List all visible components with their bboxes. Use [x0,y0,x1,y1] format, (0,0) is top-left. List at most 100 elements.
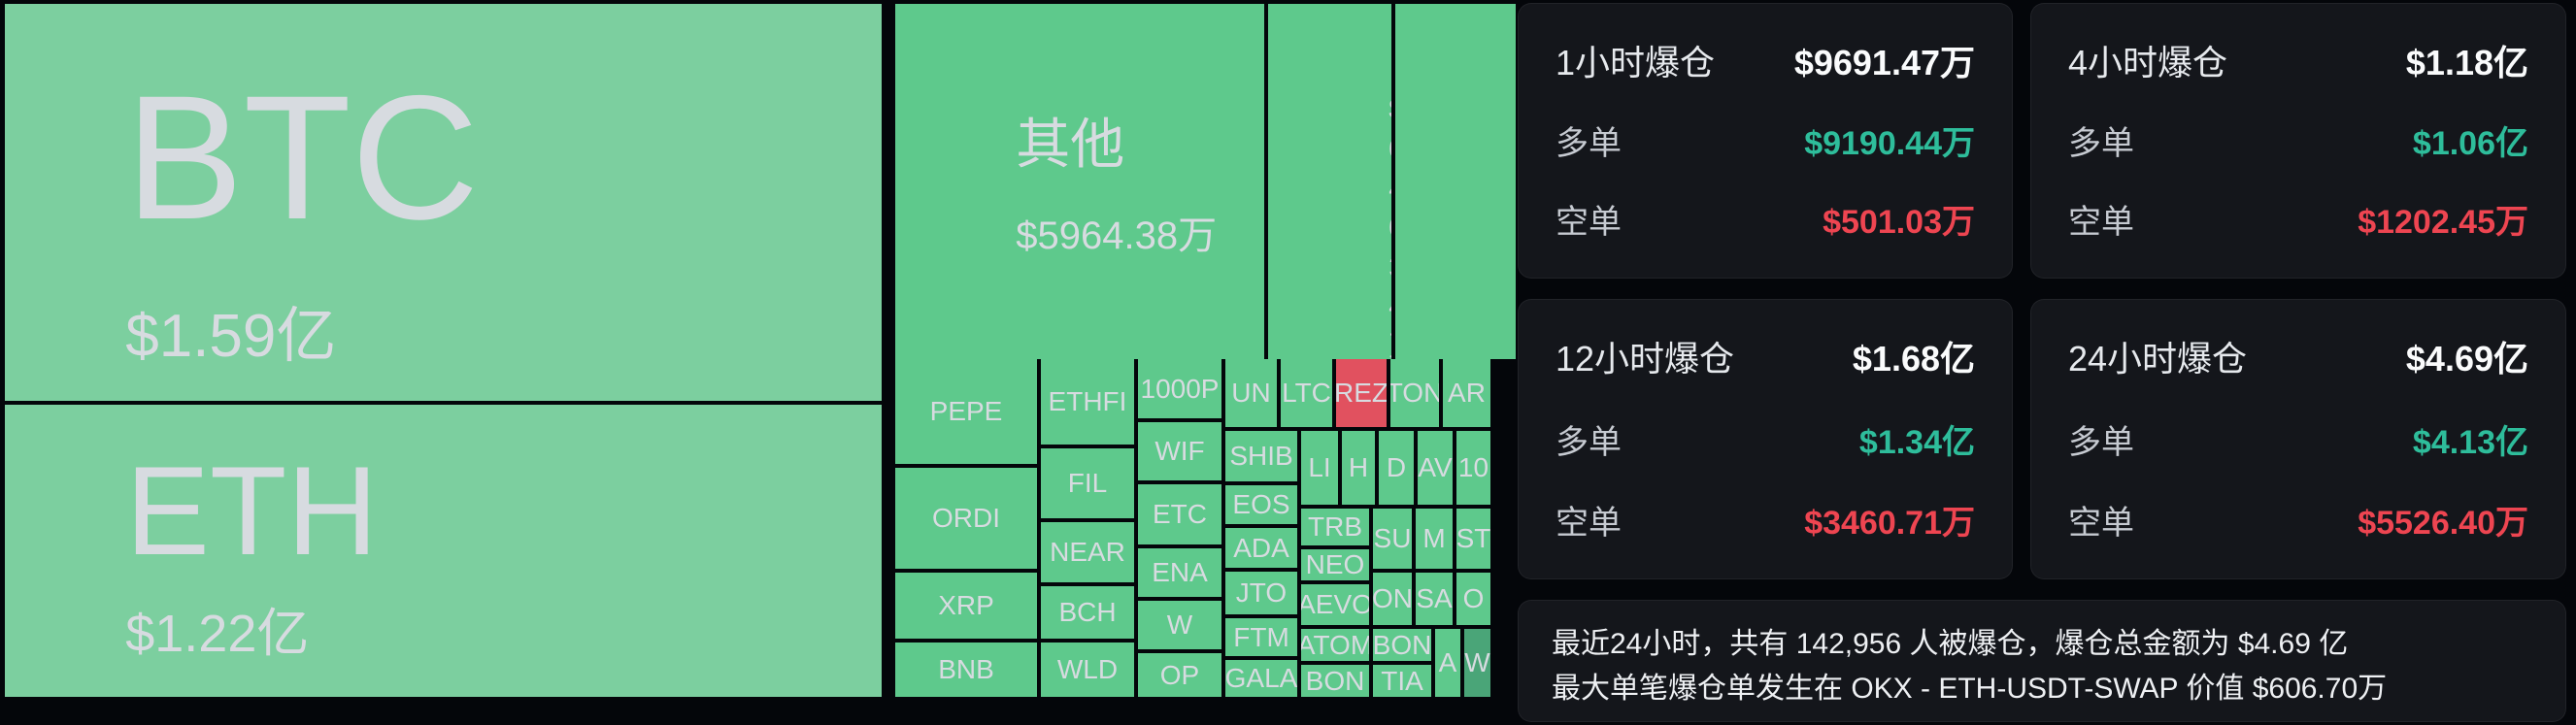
treemap-tile-XRP[interactable]: XRP [895,573,1037,639]
tile-label: M [1422,523,1446,553]
long-row: 多单 $1.06亿 [2068,116,2528,164]
tile-label: LI [1308,452,1331,482]
treemap-tile-TRB[interactable]: TRB [1301,509,1369,545]
card-header-row: 12小时爆仓 $1.68亿 [1556,331,1975,381]
treemap-tile-ON[interactable]: ON [1373,573,1412,625]
treemap-tile-NEO[interactable]: NEO [1301,549,1369,580]
card-header-row: 24小时爆仓 $4.69亿 [2068,331,2528,381]
card-title: 4小时爆仓 [2068,43,2228,82]
short-row: 空单 $3460.71万 [1556,496,1975,544]
summary-line-1: 最近24小时，共有 142,956 人被爆仓，爆仓总金额为 $4.69 亿 [1552,628,2349,660]
short-label: 空单 [2068,505,2134,542]
tile-label: BON [1373,629,1431,660]
treemap-tile-ORDI[interactable]: ORDI [895,468,1037,569]
treemap-tile-BCH[interactable]: BCH [1041,586,1134,639]
tile-label: ORDI [932,503,1000,533]
treemap-tile-W[interactable]: W [1138,601,1221,649]
card-4h-liquidation: 4小时爆仓 $1.18亿 多单 $1.06亿 空单 $1202.45万 [2030,3,2566,279]
short-value: $501.03万 [1823,204,1975,241]
treemap-tile-H[interactable]: H [1342,431,1375,505]
tile-label: AR [1448,378,1486,408]
card-title: 24小时爆仓 [2068,339,2248,379]
tile-label: A [1438,647,1457,677]
long-label: 多单 [1556,125,1622,162]
tile-label: O [1462,583,1485,613]
treemap-tile-REZ[interactable]: REZ [1336,359,1387,427]
treemap-tile-BON[interactable]: BON [1301,665,1369,697]
long-label: 多单 [2068,125,2134,162]
treemap-tile-FIL[interactable]: FIL [1041,448,1134,518]
card-total-value: $1.68亿 [1852,339,1975,379]
treemap-tile-ETHFI[interactable]: ETHFI [1041,359,1134,445]
treemap-tile-其他[interactable]: 其他 $5964.38万 [895,4,1264,359]
tile-label: ATOM [1301,629,1369,660]
card-total-value: $1.18亿 [2405,43,2528,82]
treemap-tile-FTM[interactable]: FTM [1225,618,1297,656]
summary-panel: 最近24小时，共有 142,956 人被爆仓，爆仓总金额为 $4.69 亿 最大… [1518,600,2566,722]
treemap-tile-GALA[interactable]: GALA [1225,660,1297,697]
treemap-tile-A[interactable]: A [1435,629,1460,697]
treemap-tile-SHIB[interactable]: SHIB [1225,431,1297,481]
card-24h-liquidation: 24小时爆仓 $4.69亿 多单 $4.13亿 空单 $5526.40万 [2030,299,2566,579]
long-value: $1.34亿 [1858,423,1975,461]
tile-value: $5964.38万 [1016,214,1218,257]
card-1h-liquidation: 1小时爆仓 $9691.47万 多单 $9190.44万 空单 $501.03万 [1518,3,2013,279]
treemap-tile-WIF[interactable]: WIF [1138,422,1221,480]
treemap-tile-AV[interactable]: AV [1418,431,1453,505]
treemap-tile-ENA[interactable]: ENA [1138,548,1221,597]
treemap-tile-DOG[interactable]: DOG$1600.2万 [1395,4,1517,359]
treemap-tile-TIA[interactable]: TIA [1373,665,1431,697]
treemap-tile-10[interactable]: 10 [1456,431,1490,505]
long-row: 多单 $9190.44万 [1556,116,1975,164]
treemap-tile-W[interactable]: W [1464,629,1490,697]
tile-label: NEO [1305,549,1365,579]
tile-label: BTC [125,58,480,256]
treemap-tile-ETH[interactable]: ETH $1.22亿 [5,405,882,697]
card-header-row: 4小时爆仓 $1.18亿 [2068,35,2528,85]
tile-label: OP [1159,659,1200,690]
treemap-tile-D[interactable]: D [1379,431,1414,505]
treemap-tile-LI[interactable]: LI [1301,431,1338,505]
treemap-tile-UN[interactable]: UN [1225,359,1277,427]
treemap-tile-NEAR[interactable]: NEAR [1041,522,1134,582]
long-value: $9190.44万 [1804,125,1975,162]
treemap-tile-ST[interactable]: ST [1456,509,1490,569]
tile-label: AV [1418,452,1453,482]
tile-label: 其他 [1016,113,1125,175]
tile-label: 1000P [1140,373,1220,404]
treemap-tile-BTC[interactable]: BTC $1.59亿 [5,4,882,401]
tile-label: WIF [1154,436,1205,466]
tile-label: AEVO [1301,589,1369,619]
treemap-tile-PEPE[interactable]: PEPE [895,359,1037,464]
treemap-tile-1000P[interactable]: 1000P [1138,359,1221,418]
treemap-tile-JTO[interactable]: JTO [1225,572,1297,614]
tile-label: SHIB [1229,441,1293,471]
tile-label: ADA [1233,532,1289,563]
treemap-tile-SU[interactable]: SU [1373,509,1412,569]
treemap-tile-SOL[interactable]: SOL $2040.34万 [1268,4,1391,359]
tile-label: ST [1456,523,1490,553]
treemap-tile-ATOM[interactable]: ATOM [1301,629,1369,661]
treemap-tile-EOS[interactable]: EOS [1225,485,1297,524]
tile-value: $2040.34万 [1388,90,1391,359]
treemap-tile-BON[interactable]: BON [1373,629,1431,661]
tile-label: ETH [125,440,379,581]
treemap-tile-SA[interactable]: SA [1416,573,1453,625]
treemap-tile-O[interactable]: O [1456,573,1490,625]
treemap-tile-OP[interactable]: OP [1138,653,1221,697]
tile-label: JTO [1235,577,1288,608]
treemap-tile-BNB[interactable]: BNB [895,643,1037,697]
tile-label: TON [1390,378,1439,408]
treemap-tile-AEVO[interactable]: AEVO [1301,584,1369,625]
treemap-tile-M[interactable]: M [1416,509,1453,569]
treemap-tile-AR[interactable]: AR [1443,359,1490,427]
tile-label: FTM [1233,621,1289,652]
treemap-tile-WLD[interactable]: WLD [1041,643,1134,697]
treemap-tile-TON[interactable]: TON [1390,359,1439,427]
short-label: 空单 [1556,204,1622,241]
treemap-tile-ETC[interactable]: ETC [1138,484,1221,544]
short-row: 空单 $501.03万 [1556,195,1975,243]
treemap-tile-LTC[interactable]: LTC [1281,359,1332,427]
card-title: 1小时爆仓 [1556,43,1716,82]
treemap-tile-ADA[interactable]: ADA [1225,528,1297,568]
